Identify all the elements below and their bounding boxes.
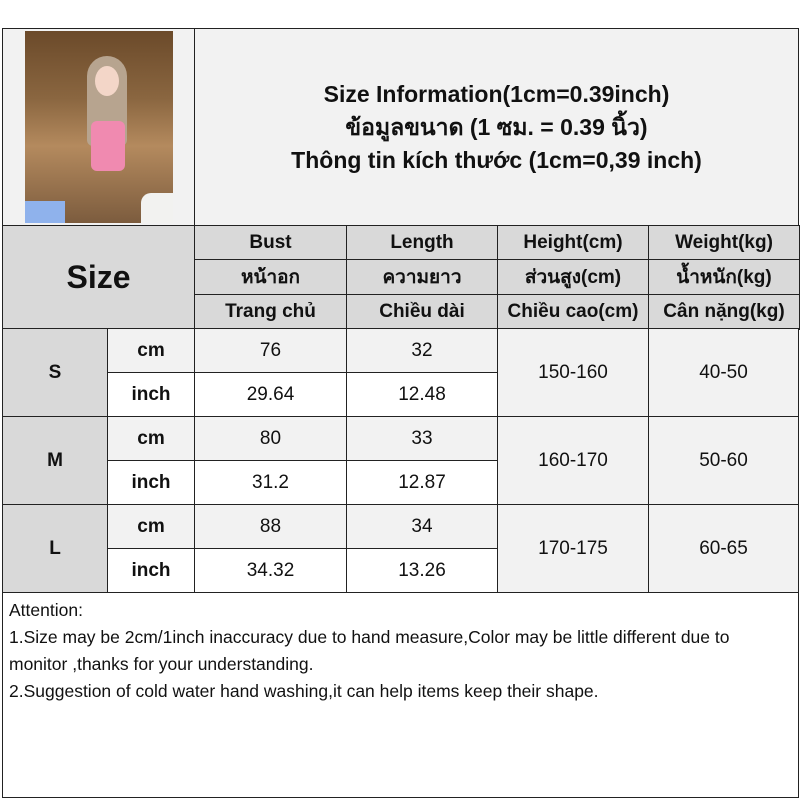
column-header: Chiều dài xyxy=(346,294,498,330)
unit-inch: inch xyxy=(107,460,195,505)
attention-note-2: 2.Suggestion of cold water hand washing,… xyxy=(9,681,599,701)
product-photo-cell xyxy=(2,28,195,226)
length-cm: 33 xyxy=(346,416,498,461)
unit-cm: cm xyxy=(107,416,195,461)
column-header: Length xyxy=(346,225,498,260)
attention-note-1: 1.Size may be 2cm/1inch inaccuracy due t… xyxy=(9,627,730,674)
unit-inch: inch xyxy=(107,372,195,417)
height-range: 170-175 xyxy=(497,504,649,593)
weight-range: 60-65 xyxy=(648,504,799,593)
column-header: Bust xyxy=(194,225,347,260)
attention-heading: Attention: xyxy=(9,600,83,620)
column-header: Height(cm) xyxy=(497,225,649,260)
unit-cm: cm xyxy=(107,328,195,373)
title-thai: ข้อมูลขนาด (1 ซม. = 0.39 นิ้ว) xyxy=(345,113,648,140)
height-range: 160-170 xyxy=(497,416,649,505)
column-header: ส่วนสูง(cm) xyxy=(497,259,649,295)
column-header: Trang chủ xyxy=(194,294,347,330)
column-header: Weight(kg) xyxy=(648,225,800,260)
unit-inch: inch xyxy=(107,548,195,593)
title-vietnamese: Thông tin kích thước (1cm=0,39 inch) xyxy=(291,146,702,173)
size-label: L xyxy=(2,504,108,593)
length-inch: 12.48 xyxy=(346,372,498,417)
column-header: หน้าอก xyxy=(194,259,347,295)
size-header: Size xyxy=(2,225,195,329)
size-label: M xyxy=(2,416,108,505)
size-label: S xyxy=(2,328,108,417)
height-range: 150-160 xyxy=(497,328,649,417)
bust-inch: 29.64 xyxy=(194,372,347,417)
bust-cm: 80 xyxy=(194,416,347,461)
bust-inch: 31.2 xyxy=(194,460,347,505)
title-cell: Size Information(1cm=0.39inch) ข้อมูลขนา… xyxy=(194,28,799,226)
length-cm: 32 xyxy=(346,328,498,373)
title-english: Size Information(1cm=0.39inch) xyxy=(323,80,670,107)
product-photo xyxy=(24,31,173,223)
length-inch: 12.87 xyxy=(346,460,498,505)
column-header: ความยาว xyxy=(346,259,498,295)
weight-range: 40-50 xyxy=(648,328,799,417)
attention-notes: Attention: 1.Size may be 2cm/1inch inacc… xyxy=(2,592,799,798)
bust-cm: 76 xyxy=(194,328,347,373)
column-header: น้ำหนัก(kg) xyxy=(648,259,800,295)
unit-cm: cm xyxy=(107,504,195,549)
weight-range: 50-60 xyxy=(648,416,799,505)
bust-cm: 88 xyxy=(194,504,347,549)
column-header: Cân nặng(kg) xyxy=(648,294,800,330)
length-inch: 13.26 xyxy=(346,548,498,593)
bust-inch: 34.32 xyxy=(194,548,347,593)
column-header: Chiều cao(cm) xyxy=(497,294,649,330)
length-cm: 34 xyxy=(346,504,498,549)
